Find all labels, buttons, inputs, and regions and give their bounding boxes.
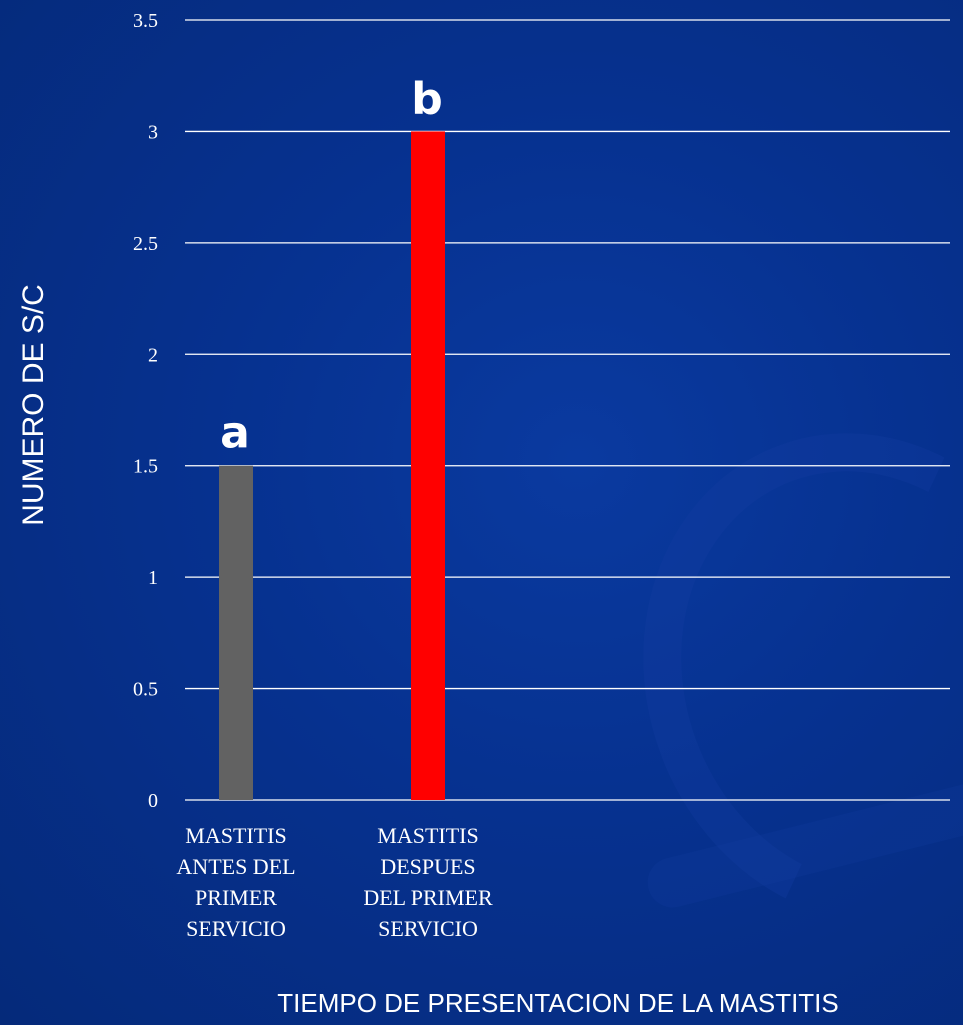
y-axis-title: NUMERO DE S/C [17,284,50,526]
y-tick-label-2: 1 [148,567,158,589]
bar-2 [411,131,445,800]
x-tick-label-1: MASTITIS ANTES DEL PRIMER SERVICIO [176,823,296,941]
y-tick-label-6: 3 [148,121,158,143]
bar-1 [219,465,253,800]
y-tick-label-5: 2.5 [133,233,158,255]
y-tick-label-0: 0 [148,790,158,812]
y-tick-label-3: 1.5 [133,456,158,478]
x-tick-label-2: MASTITIS DESPUES DEL PRIMER SERVICIO [363,823,493,941]
y-tick-label-1: 0.5 [133,679,158,701]
bar-label-2: b [411,73,443,124]
y-tick-label-4: 2 [148,344,158,366]
bar-label-1: a [220,408,250,459]
y-tick-label-7: 3.5 [133,10,158,32]
x-axis-title: TIEMPO DE PRESENTACION DE LA MASTITIS [277,988,839,1018]
